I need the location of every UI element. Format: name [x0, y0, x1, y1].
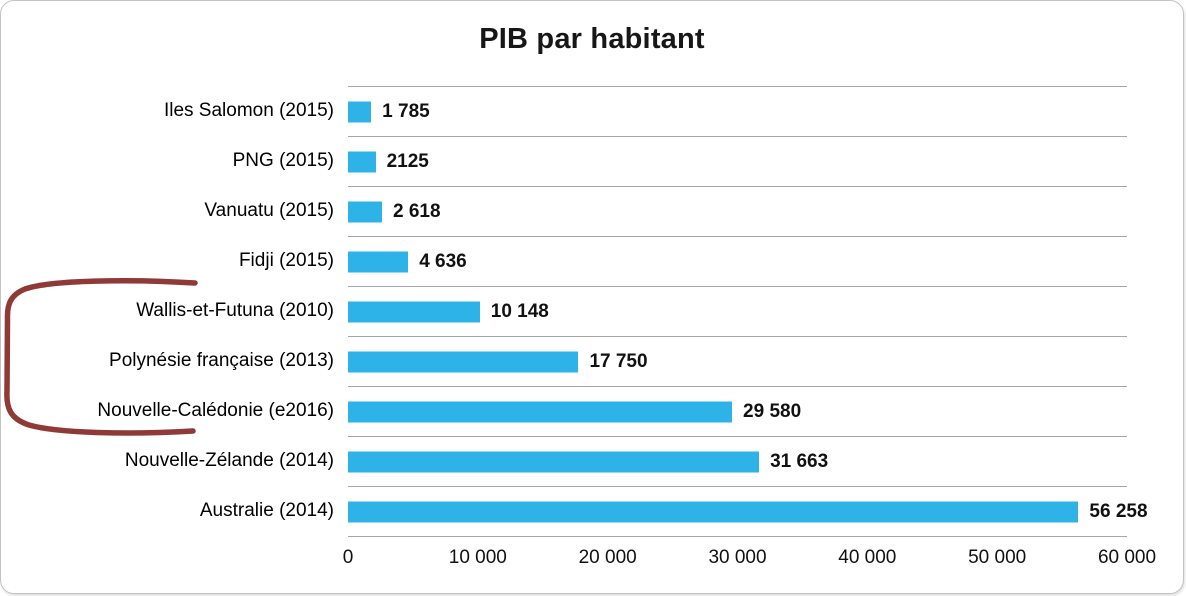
row-plot-area: 2125 — [348, 135, 1127, 187]
chart-row: PNG (2015) 2125 — [1, 135, 1183, 187]
x-tick-label: 40 000 — [838, 547, 897, 568]
chart-row: Iles Salomon (2015) 1 785 — [1, 85, 1183, 137]
value-label: 17 750 — [589, 350, 648, 372]
value-bar — [348, 401, 733, 422]
category-label: Nouvelle-Zélande (2014) — [124, 450, 334, 471]
value-bar — [348, 201, 382, 222]
value-bar — [348, 101, 372, 122]
value-bar — [348, 451, 760, 472]
value-bar — [348, 301, 480, 322]
value-label: 29 580 — [743, 400, 802, 422]
chart-row: Nouvelle-Calédonie (e2016) 29 580 — [1, 385, 1183, 437]
category-label: Vanuatu (2015) — [204, 200, 334, 221]
chart-row: Wallis-et-Futuna (2010) 10 148 — [1, 285, 1183, 337]
category-label: Polynésie française (2013) — [109, 350, 334, 371]
value-bar — [348, 151, 376, 172]
category-label: Iles Salomon (2015) — [163, 100, 334, 121]
row-plot-area: 10 148 — [348, 285, 1127, 337]
chart-row: Vanuatu (2015) 2 618 — [1, 185, 1183, 237]
value-label: 10 148 — [490, 300, 549, 322]
value-label: 2 618 — [392, 200, 441, 222]
chart-title: PIB par habitant — [479, 23, 705, 55]
row-plot-area: 31 663 — [348, 435, 1127, 487]
value-label: 56 258 — [1089, 500, 1148, 522]
chart-row: Fidji (2015) 4 636 — [1, 235, 1183, 287]
value-label: 31 663 — [770, 450, 829, 472]
category-label: Australie (2014) — [199, 500, 334, 521]
x-tick-label: 20 000 — [578, 547, 637, 568]
value-label: 2125 — [386, 150, 429, 172]
chart-rows: Iles Salomon (2015) 1 785 PNG (2015) 2125 Va… — [1, 85, 1183, 537]
x-tick-label: 30 000 — [708, 547, 767, 568]
x-tick-label: 0 — [342, 547, 354, 568]
row-plot-area: 2 618 — [348, 185, 1127, 237]
category-label: Fidji (2015) — [238, 250, 334, 271]
row-plot-area: 29 580 — [348, 385, 1127, 437]
row-plot-area: 4 636 — [348, 235, 1127, 287]
x-tick-label: 60 000 — [1097, 547, 1157, 568]
row-plot-area: 56 258 — [348, 485, 1148, 537]
chart-row: Australie (2014) 56 258 — [1, 485, 1183, 537]
value-label: 4 636 — [419, 250, 467, 272]
row-plot-area: 1 785 — [348, 85, 1127, 137]
x-axis: 0 10 000 20 000 30 000 40 000 50 000 60 000 — [343, 547, 1156, 575]
chart-row: Nouvelle-Zélande (2014) 31 663 — [1, 435, 1183, 487]
x-tick-label: 10 000 — [448, 547, 507, 568]
value-bar — [348, 501, 1079, 522]
value-label: 1 785 — [382, 100, 430, 122]
category-label: PNG (2015) — [232, 150, 334, 171]
x-axis-baseline — [348, 536, 1127, 537]
category-label: Nouvelle-Calédonie (e2016) — [97, 400, 334, 421]
row-plot-area: 17 750 — [348, 335, 1127, 387]
x-tick-label: 50 000 — [968, 547, 1027, 568]
category-label: Wallis-et-Futuna (2010) — [136, 300, 334, 321]
chart-row: Polynésie française (2013) 17 750 — [1, 335, 1183, 387]
value-bar — [348, 351, 579, 372]
value-bar — [348, 251, 409, 272]
